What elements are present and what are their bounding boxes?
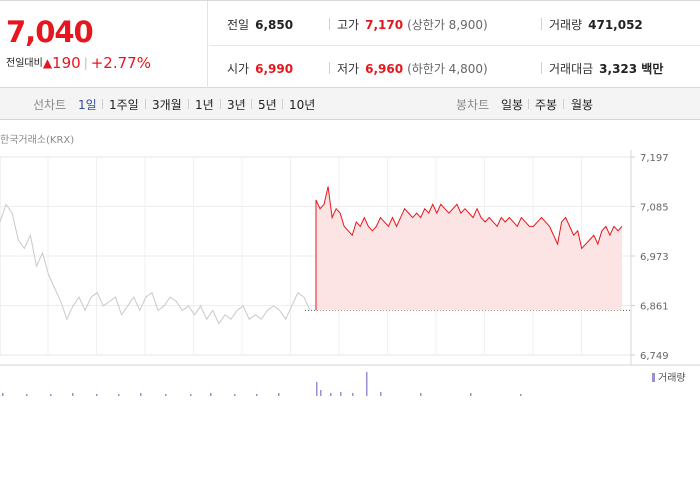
- data-source-label: 한국거래소(KRX): [0, 135, 75, 146]
- prev-day-price-line: [0, 203, 311, 325]
- volume-bar: [2, 393, 4, 396]
- change-separator: |: [83, 56, 88, 70]
- tab-period-3y[interactable]: 3년: [227, 98, 246, 112]
- tab-candle-monthly[interactable]: 월봉: [571, 98, 594, 112]
- amount-label: 거래대금: [549, 62, 594, 76]
- volume-bar: [165, 394, 167, 396]
- stat-divider: [541, 18, 542, 30]
- prev-close-label: 전일: [227, 18, 250, 32]
- tab-divider: [251, 99, 252, 109]
- tab-divider: [220, 99, 221, 109]
- stat-divider: [329, 62, 330, 74]
- stat-divider: [329, 18, 330, 30]
- change-row: 전일대비▲190 | +2.77%: [6, 54, 151, 72]
- low-label: 저가: [337, 62, 360, 76]
- open-value: 6,990: [255, 62, 294, 76]
- quote-header: 7,040 전일대비▲190 | +2.77% 전일 6,850 고가 7,170 (상한…: [0, 0, 700, 88]
- volume-bar: [366, 372, 368, 396]
- low-price: 저가 6,960 (하한가 4,800): [337, 60, 488, 77]
- change-amount: 190: [52, 54, 81, 72]
- volume-bar: [320, 390, 322, 396]
- volume-bar: [190, 394, 192, 396]
- volume-bar: [352, 393, 354, 396]
- volume: 거래량 471,052: [549, 16, 643, 33]
- volume-bar: [330, 393, 332, 396]
- y-tick-label: 6,861: [640, 302, 669, 313]
- volume-bar: [420, 393, 422, 396]
- high-label: 고가: [337, 18, 360, 32]
- y-tick-label: 6,973: [640, 252, 669, 263]
- chart-tabs-bar: 선차트 1일 1주일 3개월 1년 3년 5년 10년 봉차트 일봉 주봉 월봉: [0, 88, 700, 120]
- tab-period-1w[interactable]: 1주일: [109, 98, 139, 112]
- volume-bar: [118, 394, 120, 396]
- volume-bar: [278, 393, 280, 396]
- tab-divider: [145, 99, 146, 109]
- tab-candle-weekly[interactable]: 주봉: [535, 98, 558, 112]
- low-value: 6,960: [365, 62, 404, 76]
- trade-amount: 거래대금 3,323 백만: [549, 60, 663, 77]
- volume-bar: [72, 393, 74, 396]
- high-price: 고가 7,170 (상한가 8,900): [337, 16, 488, 33]
- volume-bar: [96, 394, 98, 396]
- tab-period-3m[interactable]: 3개월: [152, 98, 182, 112]
- volume-bar: [210, 393, 212, 396]
- volume-bar: [50, 394, 52, 396]
- volume-bar: [256, 394, 258, 396]
- tab-period-1d[interactable]: 1일: [78, 98, 97, 112]
- open-price: 시가 6,990: [227, 60, 293, 77]
- current-price: 7,040: [6, 15, 94, 49]
- volume-bar: [470, 393, 472, 396]
- candle-chart-label: 봉차트: [456, 98, 490, 112]
- tab-period-5y[interactable]: 5년: [258, 98, 277, 112]
- header-row-divider: [209, 45, 700, 46]
- open-label: 시가: [227, 62, 250, 76]
- change-label: 전일대비: [6, 58, 43, 69]
- tab-divider: [563, 99, 564, 109]
- price-box: 7,040 전일대비▲190 | +2.77%: [0, 1, 208, 88]
- y-tick-label: 6,749: [640, 351, 669, 362]
- volume-value: 471,052: [588, 18, 643, 32]
- tab-divider: [188, 99, 189, 109]
- today-price-line: [315, 186, 623, 250]
- tab-divider: [282, 99, 283, 109]
- y-tick-label: 7,085: [640, 203, 669, 214]
- stat-divider: [541, 62, 542, 74]
- tab-period-1y[interactable]: 1년: [195, 98, 214, 112]
- volume-legend-swatch: [652, 373, 655, 382]
- tab-divider: [102, 99, 103, 109]
- change-percent: +2.77%: [90, 54, 151, 72]
- high-value: 7,170: [365, 18, 404, 32]
- tab-candle-daily[interactable]: 일봉: [501, 98, 524, 112]
- tab-divider: [528, 99, 529, 109]
- volume-bar: [380, 392, 382, 396]
- volume-bar: [316, 382, 318, 396]
- volume-label: 거래량: [549, 18, 583, 32]
- tab-period-10y[interactable]: 10년: [289, 98, 316, 112]
- up-arrow-icon: ▲: [42, 56, 53, 70]
- today-price-area: [316, 186, 622, 311]
- volume-bar: [520, 394, 522, 396]
- prev-close-value: 6,850: [255, 18, 294, 32]
- line-chart-label: 선차트: [33, 98, 67, 112]
- volume-bar: [140, 393, 142, 396]
- volume-bar: [340, 392, 342, 396]
- y-tick-label: 7,197: [640, 153, 669, 164]
- prev-close: 전일 6,850: [227, 16, 293, 33]
- lower-limit: (하한가 4,800): [407, 62, 488, 76]
- volume-legend-label: 거래량: [658, 372, 686, 384]
- upper-limit: (상한가 8,900): [407, 18, 488, 32]
- volume-bar: [26, 394, 28, 396]
- volume-bar: [234, 394, 236, 396]
- amount-value: 3,323 백만: [599, 62, 664, 76]
